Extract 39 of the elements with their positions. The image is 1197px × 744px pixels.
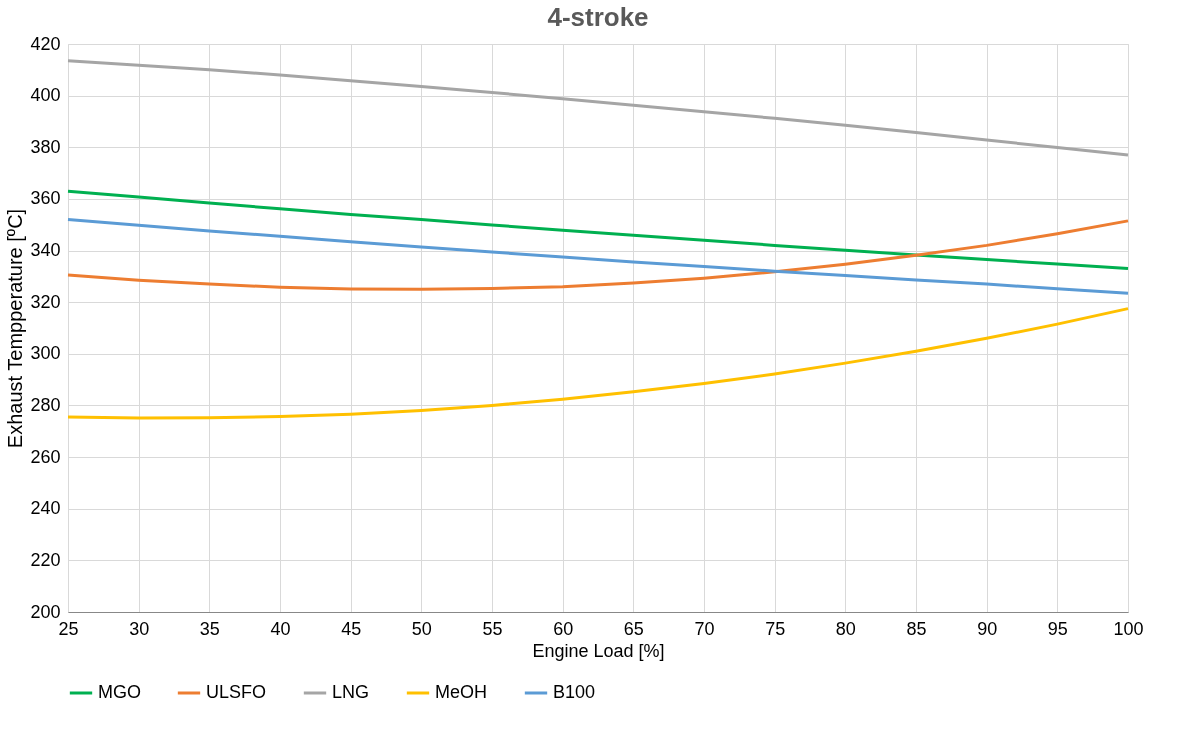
y-tick-label: 200 [30, 601, 61, 622]
chart-title: 4-stroke [547, 2, 649, 32]
line-series [66, 189, 1130, 271]
x-tick-label: 35 [199, 618, 220, 639]
y-tick-label: 240 [30, 498, 61, 519]
y-tick-label: 260 [30, 446, 61, 467]
x-tick-label: 90 [977, 618, 998, 639]
x-axis-title: Engine Load [%] [532, 640, 665, 661]
x-tick-label: 30 [129, 618, 150, 639]
x-tick-label: 95 [1047, 618, 1068, 639]
x-tick-label: 55 [482, 618, 503, 639]
x-tick-label: 80 [835, 618, 856, 639]
legend-label: ULSFO [206, 682, 267, 702]
x-tick-label: 25 [58, 618, 79, 639]
y-tick-label: 360 [30, 188, 61, 209]
y-tick-label: 320 [30, 291, 61, 312]
x-tick-label: 40 [270, 618, 291, 639]
x-tick-label: 60 [553, 618, 574, 639]
x-tick-label: 85 [906, 618, 927, 639]
line-series [66, 307, 1130, 420]
y-tick-label: 220 [30, 549, 61, 570]
x-tick-label: 75 [765, 618, 786, 639]
y-tick-label: 380 [30, 136, 61, 157]
x-tick-label: 50 [411, 618, 432, 639]
x-tick-label: 45 [341, 618, 362, 639]
y-tick-label: 400 [30, 85, 61, 106]
legend-label: MeOH [435, 682, 488, 702]
legend-label: MGO [98, 682, 141, 702]
line-series [66, 59, 1130, 157]
y-axis-title: Exhaust Tempperature [ºC] [4, 208, 27, 449]
y-tick-label: 340 [30, 240, 61, 261]
legend-label: LNG [332, 682, 370, 702]
x-tick-label: 65 [623, 618, 644, 639]
y-tick-label: 300 [30, 343, 61, 364]
legend-label: B100 [553, 682, 596, 702]
x-tick-label: 100 [1113, 618, 1144, 639]
y-tick-label: 420 [30, 33, 61, 54]
x-tick-label: 70 [694, 618, 715, 639]
y-tick-label: 280 [30, 394, 61, 415]
